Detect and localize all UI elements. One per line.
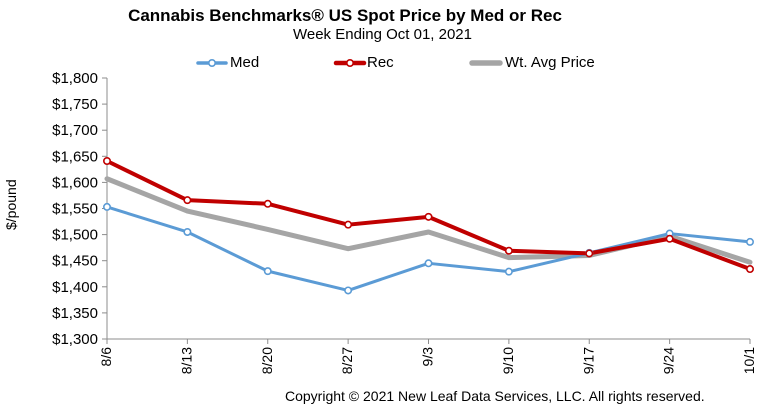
legend-label-med: Med xyxy=(230,54,260,71)
series-point-1 xyxy=(665,234,674,243)
series-point-0 xyxy=(263,267,272,276)
x-tick-label: 8/27 xyxy=(339,347,355,374)
x-tick-label: 8/13 xyxy=(178,347,194,374)
legend-marker-1 xyxy=(345,58,354,67)
series-point-0 xyxy=(344,286,353,295)
legend-label-rec: Rec xyxy=(367,54,394,71)
series-point-1 xyxy=(263,199,272,208)
y-tick-label: $1,700 xyxy=(52,122,98,139)
y-axis-label: $/pound xyxy=(3,179,19,230)
legend-label-avg: Wt. Avg Price xyxy=(505,54,595,71)
x-tick-label: 8/6 xyxy=(98,347,114,367)
y-tick-label: $1,300 xyxy=(52,331,98,348)
series-point-0 xyxy=(504,267,513,276)
x-tick-label: 9/10 xyxy=(500,347,516,374)
legend-marker-0 xyxy=(208,58,217,67)
series-point-1 xyxy=(103,156,112,165)
series-point-1 xyxy=(344,220,353,229)
y-tick-label: $1,350 xyxy=(52,305,98,322)
series-point-0 xyxy=(103,202,112,211)
series-point-0 xyxy=(424,259,433,268)
y-tick-label: $1,450 xyxy=(52,253,98,270)
x-tick-label: 10/1 xyxy=(741,347,757,374)
y-tick-label: $1,750 xyxy=(52,96,98,113)
x-tick-label: 9/24 xyxy=(661,347,677,374)
y-tick-label: $1,800 xyxy=(52,70,98,87)
x-tick-label: 9/17 xyxy=(580,347,596,374)
y-tick-label: $1,400 xyxy=(52,279,98,296)
y-tick-label: $1,600 xyxy=(52,174,98,191)
y-tick-label: $1,500 xyxy=(52,227,98,244)
series-point-0 xyxy=(183,227,192,236)
y-tick-label: $1,550 xyxy=(52,201,98,218)
series-point-1 xyxy=(183,196,192,205)
x-tick-label: 9/3 xyxy=(420,347,436,367)
y-tick-label: $1,650 xyxy=(52,148,98,165)
chart-subtitle: Week Ending Oct 01, 2021 xyxy=(292,26,472,43)
series-point-1 xyxy=(504,246,513,255)
series-point-1 xyxy=(424,212,433,221)
chart-title: Cannabis Benchmarks® US Spot Price by Me… xyxy=(128,6,562,25)
copyright-footer: Copyright © 2021 New Leaf Data Services,… xyxy=(285,388,705,404)
series-point-0 xyxy=(745,237,754,246)
series-point-1 xyxy=(585,249,594,258)
x-tick-label: 8/20 xyxy=(259,347,275,374)
series-point-1 xyxy=(745,265,754,274)
